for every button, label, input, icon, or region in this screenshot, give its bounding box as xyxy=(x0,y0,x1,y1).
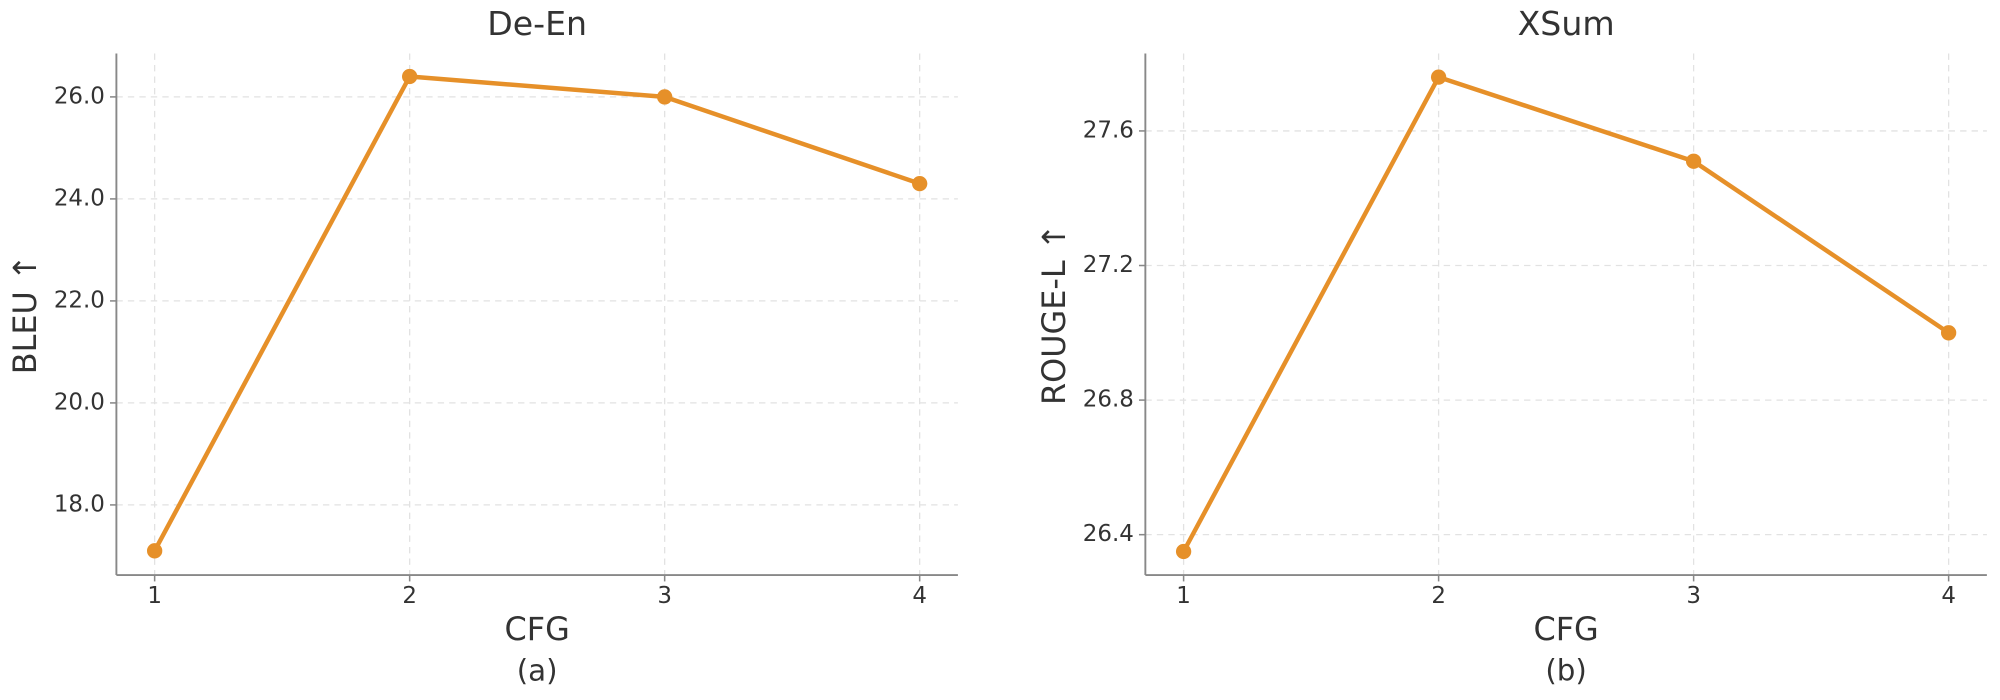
chart: 26.4 26.8 27.2 27.6 1 2 3 4 XSum CFG (b) ROUGE-L ↑ xyxy=(1035,4,1987,687)
marker xyxy=(1940,325,1957,341)
x-tick-label: 4 xyxy=(1941,583,1956,609)
y-tick-label: 27.2 xyxy=(1083,252,1134,278)
marker xyxy=(1685,153,1702,169)
y-tick-label: 18.0 xyxy=(54,491,105,517)
y-tick-label: 27.6 xyxy=(1083,117,1134,143)
line xyxy=(152,74,921,552)
x-tick-label: 1 xyxy=(1176,583,1191,609)
y-axis-label: BLEU ↑ xyxy=(6,254,44,374)
marker xyxy=(146,543,163,559)
line xyxy=(1181,74,1950,553)
y-tick-label: 26.0 xyxy=(54,83,105,109)
x-tick-label: 3 xyxy=(1686,583,1701,609)
chart-title: XSum xyxy=(1518,4,1615,43)
x-tick-label: 1 xyxy=(147,583,162,609)
caption: (a) xyxy=(517,653,558,687)
y-tick-label: 26.8 xyxy=(1083,387,1134,413)
y-tick-label: 20.0 xyxy=(54,389,105,415)
caption: (b) xyxy=(1545,653,1586,687)
x-tick-label: 2 xyxy=(1431,583,1446,609)
marker xyxy=(1430,69,1447,85)
marker xyxy=(402,68,418,85)
y-tick-label: 26.4 xyxy=(1083,521,1134,547)
x-tick-label: 4 xyxy=(912,583,927,609)
x-axis-label: CFG xyxy=(1533,610,1598,648)
x-axis-label: CFG xyxy=(505,610,570,648)
chart-title: De-En xyxy=(487,4,587,43)
marker xyxy=(912,175,928,192)
marker xyxy=(657,89,673,105)
marker xyxy=(1175,543,1192,560)
x-tick-label: 2 xyxy=(402,583,417,609)
y-tick-label: 22.0 xyxy=(54,287,105,313)
chart: 18.0 20.0 22.0 24.0 26.0 1 2 3 4 De-En CFG (a) BLEU … xyxy=(6,4,958,687)
y-axis-label: ROUGE-L ↑ xyxy=(1035,224,1073,405)
x-tick-label: 3 xyxy=(657,583,672,609)
y-tick-label: 24.0 xyxy=(54,185,105,211)
